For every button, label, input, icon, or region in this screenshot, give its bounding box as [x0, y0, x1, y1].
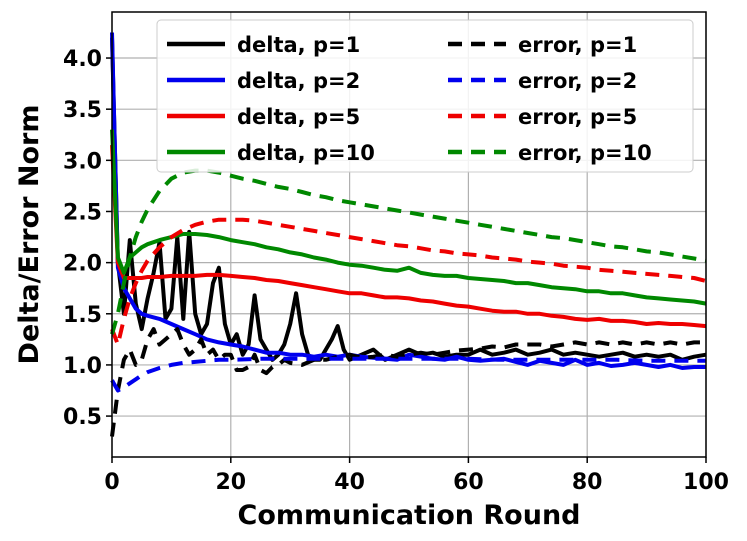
- legend-items: delta, p=1 delta, p=2 delta, p=5 delta, p=1…: [167, 33, 652, 165]
- series-line-error-p-2: [110, 356, 706, 393]
- legend-label: delta, p=5: [237, 105, 360, 129]
- series-line-delta-p-5: [110, 144, 707, 329]
- y-tick-label: 2.0: [63, 252, 102, 277]
- series-line-error-p-5: [110, 217, 707, 347]
- x-tick-label: 60: [453, 470, 484, 495]
- y-tick-label: 1.0: [63, 354, 102, 379]
- x-tick-label: 20: [215, 470, 246, 495]
- legend-label: error, p=2: [518, 69, 637, 93]
- ticks: 0 20 40 60 80 100 0.5 1.0 1.5 2.0 2.5 3.0 3.5 4.0: [63, 47, 729, 495]
- y-tick-label: 1.5: [63, 303, 102, 328]
- x-tick-label: 40: [334, 470, 365, 495]
- legend-label: delta, p=10: [237, 141, 375, 165]
- legend-label: delta, p=2: [237, 69, 360, 93]
- y-axis-label: Delta/Error Norm: [14, 105, 45, 365]
- series-lines: [110, 32, 707, 437]
- series-line-error-p-10: [110, 168, 707, 335]
- legend-box: [156, 19, 694, 173]
- legend: delta, p=1 delta, p=2 delta, p=5 delta, p=1…: [156, 19, 694, 173]
- x-axis-label: Communication Round: [238, 500, 581, 531]
- y-tick-label: 3.5: [63, 98, 102, 123]
- y-tick-label: 4.0: [63, 47, 102, 72]
- y-tick-label: 0.5: [63, 405, 102, 430]
- series-line-delta-p-10: [110, 129, 707, 306]
- legend-label: error, p=5: [518, 105, 637, 129]
- legend-label: delta, p=1: [237, 33, 360, 57]
- legend-label: error, p=1: [518, 33, 637, 57]
- y-tick-label: 3.0: [63, 149, 102, 174]
- legend-label: error, p=10: [518, 141, 652, 165]
- x-tick-label: 100: [683, 470, 729, 495]
- plot-frame: [111, 11, 707, 458]
- series-line-delta-p-2: [110, 32, 706, 370]
- y-tick-label: 2.5: [63, 200, 102, 225]
- x-tick-label: 80: [572, 470, 603, 495]
- series-line-error-p-1: [110, 327, 706, 437]
- x-tick-label: 0: [104, 470, 119, 495]
